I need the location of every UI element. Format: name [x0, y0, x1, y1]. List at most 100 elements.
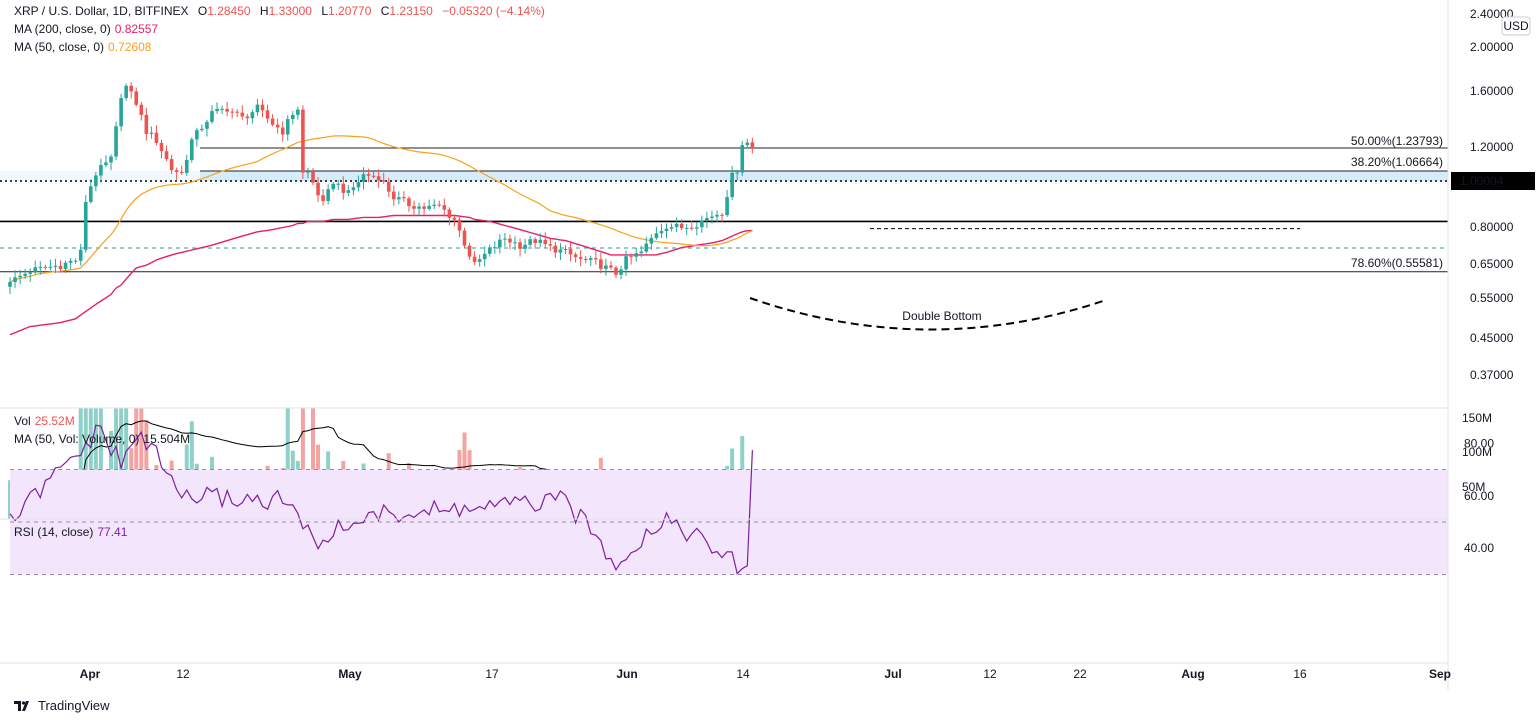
- candle-body: [8, 282, 12, 287]
- x-tick-label: Jun: [616, 667, 637, 681]
- candle-body: [296, 109, 300, 115]
- volume-tick-label: 100M: [1462, 445, 1492, 459]
- volma-value: 15.504M: [143, 432, 191, 446]
- price-tick-label: 2.00000: [1470, 40, 1514, 54]
- candle-body: [437, 204, 442, 206]
- price-tick-label: 0.55000: [1470, 291, 1514, 305]
- candle-body: [386, 181, 391, 192]
- candle-body: [538, 239, 543, 243]
- volume-bar: [300, 408, 305, 519]
- candle-body: [654, 233, 659, 238]
- rsi-value: 77.41: [97, 525, 128, 539]
- candle-body: [99, 165, 103, 176]
- last-price-label: 1.00004: [1460, 174, 1504, 188]
- candle-body: [543, 239, 548, 245]
- tradingview-branding[interactable]: TradingView: [14, 698, 110, 713]
- candle-body: [599, 259, 603, 269]
- ma50-line: [9, 135, 753, 283]
- candle-body: [523, 244, 527, 249]
- candle-body: [33, 267, 38, 273]
- candle-body: [715, 214, 719, 217]
- candle-body: [462, 230, 467, 246]
- low-value: 1.20770: [328, 4, 372, 18]
- candle-body: [104, 162, 108, 166]
- candle-body: [548, 244, 553, 246]
- candle-body: [659, 231, 664, 234]
- ma50-value: 0.72608: [108, 40, 152, 54]
- candle-body: [18, 275, 22, 278]
- candle-body: [705, 217, 709, 221]
- candle-body: [195, 130, 199, 140]
- candle-body: [28, 272, 32, 274]
- fib-zone-left: [0, 171, 200, 181]
- candle-body: [558, 249, 563, 253]
- volume-bar: [114, 408, 119, 519]
- candle-body: [498, 239, 502, 248]
- x-tick-label: Aug: [1181, 667, 1204, 681]
- x-tick-label: 22: [1073, 667, 1087, 681]
- candle-body: [301, 109, 305, 173]
- volume-bar: [134, 408, 139, 519]
- candle-body: [634, 253, 638, 257]
- x-tick-label: Apr: [80, 667, 101, 681]
- rsi-pane: [9, 424, 1448, 575]
- candle-body: [174, 170, 179, 173]
- candle-body: [311, 171, 315, 183]
- open-value: 1.28450: [207, 4, 251, 18]
- rsi-label: RSI (14, close): [14, 525, 94, 539]
- candle-body: [452, 217, 457, 220]
- candle-body: [518, 242, 522, 249]
- volume-bar: [124, 408, 129, 519]
- candle-body: [477, 259, 482, 262]
- high-label: H: [259, 4, 269, 18]
- candle-body: [23, 273, 27, 276]
- tradingview-logo-icon: [14, 699, 32, 713]
- candle-body: [366, 174, 371, 176]
- candle-body: [114, 126, 118, 157]
- rsi-line: [9, 424, 753, 575]
- currency-badge: [1501, 16, 1531, 36]
- candle-body: [588, 258, 593, 260]
- x-tick-label: 16: [1293, 667, 1307, 681]
- candle-body: [689, 227, 694, 229]
- candle-body: [63, 262, 68, 269]
- ma50-label: MA (50, close, 0): [14, 40, 105, 54]
- candle-body: [371, 175, 376, 177]
- x-tick-label: Sep: [1429, 667, 1451, 681]
- candle-body: [427, 205, 431, 209]
- rsi-legend: RSI (14, close) 77.41: [14, 525, 127, 539]
- candle-body: [48, 266, 53, 268]
- candle-body: [619, 269, 623, 275]
- price-tick-label: 0.65000: [1470, 257, 1514, 271]
- candle-body: [432, 204, 436, 206]
- candle-body: [240, 112, 245, 117]
- low-label: L: [321, 4, 329, 18]
- ohlc-legend: XRP / U.S. Dollar, 1D, BITFINEX O1.28450…: [14, 4, 545, 18]
- ma200-line: [9, 214, 753, 336]
- candle-body: [644, 243, 649, 252]
- vol-label: Vol: [14, 414, 31, 428]
- candle-body: [674, 223, 679, 228]
- candle-body: [402, 197, 406, 199]
- open-label: O: [197, 4, 208, 18]
- candle-body: [149, 132, 154, 134]
- volume-bar: [311, 408, 315, 519]
- candle-body: [467, 245, 472, 257]
- candle-body: [190, 139, 194, 160]
- symbol-label: XRP / U.S. Dollar, 1D, BITFINEX: [14, 4, 189, 18]
- candle-body: [528, 239, 532, 245]
- candle-body: [144, 114, 149, 134]
- candle-body: [568, 249, 573, 255]
- candle-body: [326, 189, 330, 201]
- candle-body: [679, 223, 684, 229]
- candle-body: [169, 159, 174, 171]
- candle-body: [331, 183, 335, 190]
- x-tick-label: 17: [485, 667, 499, 681]
- candle-body: [710, 216, 714, 218]
- volma-label: MA (50, Vol: Volume, 0): [14, 432, 140, 446]
- candle-body: [614, 267, 618, 275]
- ma200-legend: MA (200, close, 0) 0.82557: [14, 22, 158, 36]
- candle-body: [407, 198, 411, 207]
- candle-body: [184, 159, 189, 173]
